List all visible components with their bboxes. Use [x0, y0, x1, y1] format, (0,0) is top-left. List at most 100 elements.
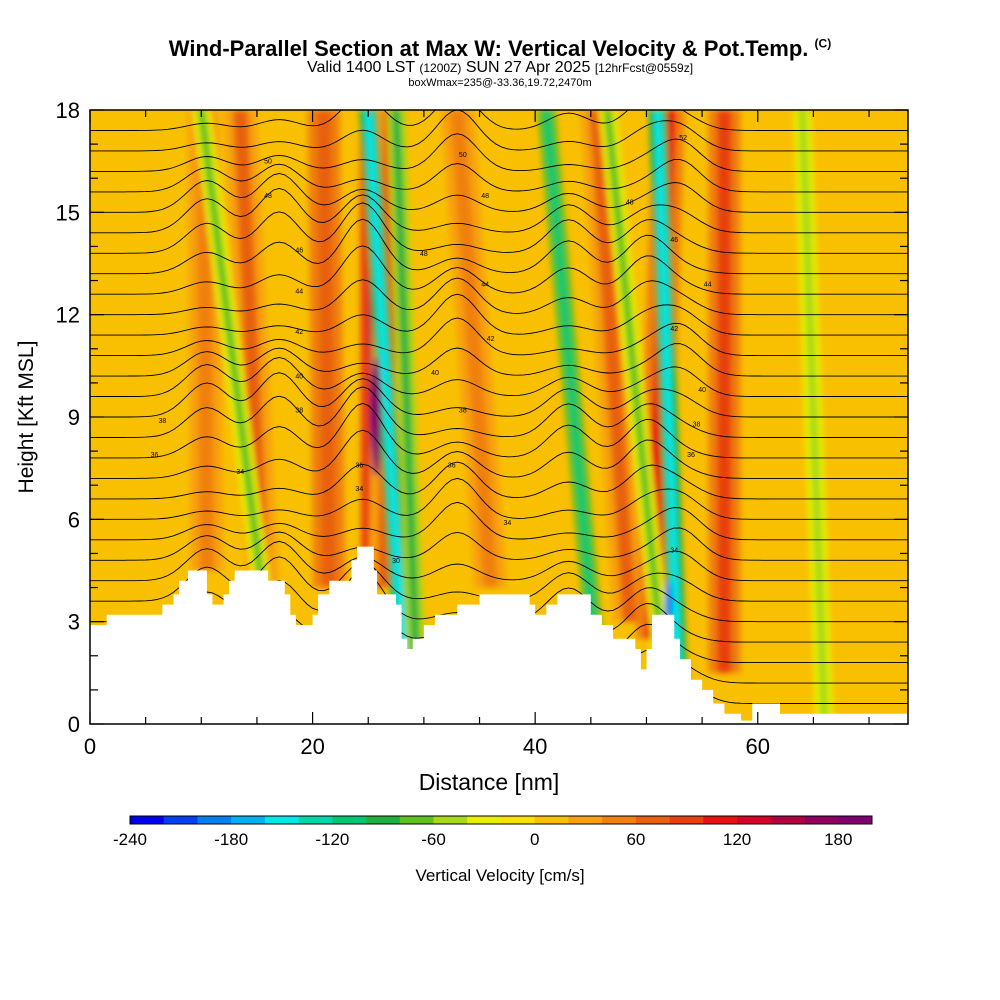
colorbar-swatch	[163, 816, 198, 824]
isentrope-8	[90, 501, 908, 541]
colorbar-swatch	[433, 816, 468, 824]
y-tick-label: 15	[56, 200, 80, 225]
colorbar-tick-label: 120	[723, 830, 751, 849]
isentrope-12	[90, 402, 908, 459]
valid-zulu: (1200Z)	[419, 61, 462, 75]
isentrope-label: 50	[264, 159, 272, 166]
colorbar-swatch	[501, 816, 536, 824]
colorbar-tick-label: -120	[315, 830, 349, 849]
colorbar-swatch	[366, 816, 401, 824]
isentrope-label: 42	[670, 326, 678, 333]
isentrope-labels: 50 48 46 44 42 40 38 38 36 34 36 34 30 50 48 48 44 42 40 38…	[151, 135, 712, 565]
isentrope-label: 44	[481, 281, 489, 288]
y-tick-label: 18	[56, 98, 80, 123]
isentrope-label: 38	[295, 408, 303, 415]
colorbar-swatch	[568, 816, 603, 824]
valid-prefix: Valid 1400 LST	[306, 59, 415, 76]
x-tick-label: 60	[746, 734, 770, 759]
colorbar: -240 -180 -120 -60 0 60 120 180 Vertical Velocit…	[113, 815, 873, 885]
isentrope-28	[90, 110, 908, 131]
colorbar-swatch	[838, 816, 873, 824]
colorbar-swatch	[399, 816, 434, 824]
isentrope-label: 44	[704, 281, 712, 288]
colorbar-swatch	[534, 816, 569, 824]
colorbar-label: Vertical Velocity [cm/s]	[415, 866, 584, 885]
colorbar-swatch	[635, 816, 670, 824]
isentrope-label: 48	[481, 193, 489, 200]
isentrope-label: 36	[355, 462, 363, 469]
y-tick-label: 6	[68, 507, 80, 532]
isentrope-26	[90, 133, 908, 172]
isentrope-label: 42	[295, 329, 303, 336]
isentrope-label: 34	[503, 520, 511, 527]
colorbar-frame	[129, 815, 873, 825]
isentrope-label: 36	[448, 462, 456, 469]
colorbar-tick-label: -180	[214, 830, 248, 849]
isentrope-label: 34	[236, 469, 244, 476]
colorbar-swatch	[332, 816, 367, 824]
y-tick-label: 12	[56, 303, 80, 328]
x-tick-label: 20	[300, 734, 324, 759]
isentrope-21	[90, 218, 908, 275]
isentrope-label: 34	[355, 486, 363, 493]
colorbar-tick-label: -240	[113, 830, 147, 849]
isentrope-label: 50	[459, 152, 467, 159]
plot-area: 50 48 46 44 42 40 38 38 36 34 36 34 30 50 48 48 44 42 40 38…	[90, 110, 908, 724]
downdraft-band-2-core	[392, 110, 423, 724]
colorbar-swatch	[804, 816, 839, 824]
chart-title-text: Wind-Parallel Section at Max W: Vertical…	[168, 36, 809, 61]
updraft-band-2-core	[316, 110, 337, 588]
colorbar-tick-label: 60	[626, 830, 645, 849]
colorbar-swatch	[703, 816, 738, 824]
isentrope-19	[90, 277, 908, 316]
isentrope-20	[90, 245, 908, 295]
isentrope-label: 46	[670, 237, 678, 244]
isentrope-label: 44	[295, 288, 303, 295]
valid-time: Valid 1400 LST (1200Z) SUN 27 Apr 2025 […	[0, 59, 1000, 77]
isentrope-15	[90, 357, 908, 397]
valid-forecast: [12hrFcst@0559z]	[594, 61, 694, 75]
isentrope-label: 30	[392, 558, 400, 565]
isentrope-label: 38	[693, 421, 701, 428]
downdraft-band-4-core	[603, 110, 673, 724]
isentrope-18	[90, 293, 908, 336]
colorbar-swatch	[130, 816, 165, 824]
downdraft-band-5-core	[653, 110, 684, 724]
isentrope-label: 52	[679, 135, 687, 142]
chart-title: Wind-Parallel Section at Max W: Vertical…	[0, 36, 1000, 62]
colorbar-swatch	[197, 816, 232, 824]
colorbar-swatch	[264, 816, 299, 824]
isentrope-9	[90, 477, 908, 520]
colorbar-swatch	[298, 816, 333, 824]
updraft-band-6-core	[589, 110, 637, 622]
isentrope-23	[90, 188, 908, 234]
isentrope-label: 34	[670, 548, 678, 555]
isentrope-27	[90, 110, 908, 152]
colorbar-tick-label: -60	[421, 830, 446, 849]
colorbar-swatch	[231, 816, 266, 824]
isentrope-label: 40	[295, 374, 303, 381]
y-tick-label: 3	[68, 610, 80, 635]
isentrope-label: 40	[431, 370, 439, 377]
isentrope-10	[90, 461, 908, 500]
isentrope-11	[90, 429, 908, 479]
y-tick-label: 9	[68, 405, 80, 430]
isentrope-14	[90, 372, 908, 418]
isentrope-13	[90, 386, 908, 438]
updraft-band-8-core	[717, 110, 732, 673]
colorbar-swatch	[737, 816, 772, 824]
downdraft-band-3-core	[542, 110, 606, 724]
isentrope-label: 38	[459, 408, 467, 415]
updraft-band-1-core	[233, 110, 270, 588]
downdraft-band-1-core	[364, 110, 412, 724]
colorbar-swatch	[467, 816, 502, 824]
isentrope-label: 42	[487, 336, 495, 343]
updraft-max-core	[371, 357, 382, 477]
isentrope-label: 36	[687, 452, 695, 459]
isentrope-17	[90, 317, 908, 357]
isentrope-label: 48	[626, 200, 634, 207]
isentrope-22	[90, 202, 908, 254]
colorbar-tick-label: 0	[530, 830, 539, 849]
colorbar-swatch	[669, 816, 704, 824]
